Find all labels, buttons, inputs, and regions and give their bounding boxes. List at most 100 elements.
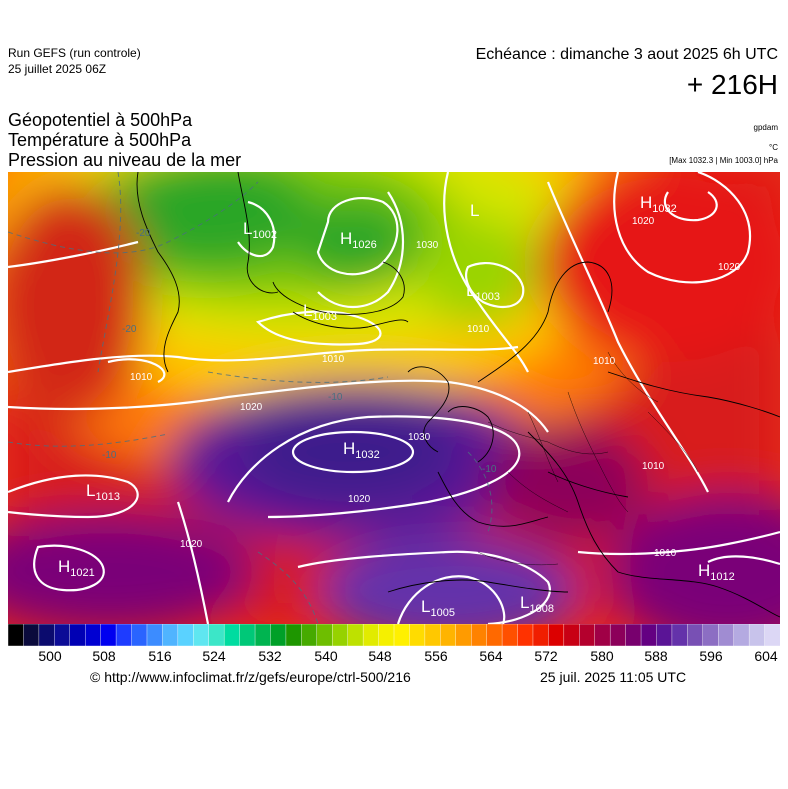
coastlines	[136, 172, 780, 618]
low-pressure-center: L1002	[243, 219, 277, 241]
colorbar-swatch	[625, 624, 642, 646]
high-pressure-center: H1026	[340, 229, 377, 251]
isotherm-value-labels: -20 -20 -10 -10 -10	[102, 228, 497, 475]
colorbar-swatch	[254, 624, 272, 646]
colorbar-swatch	[332, 624, 349, 646]
weather-map: H1026 H1032 H1032 H1021 H1012 L1002 L1003 L1003…	[8, 172, 780, 624]
isobars	[8, 172, 780, 624]
low-pressure-center: L	[470, 201, 479, 220]
colorbar-tick: 516	[148, 648, 172, 664]
colorbar-swatch	[733, 624, 750, 646]
colorbar-tick: 580	[590, 648, 614, 664]
colorbar-swatch	[239, 624, 256, 646]
colorbar-swatch	[146, 624, 164, 646]
colorbar-swatch	[115, 624, 133, 646]
colorbar-swatch	[84, 624, 102, 646]
colorbar-swatch	[640, 624, 658, 646]
colorbar-tick: 548	[368, 648, 392, 664]
colorbar-swatch	[208, 624, 225, 646]
forecast-horizon: + 216H	[686, 69, 778, 100]
colorbar-tick: 524	[202, 648, 226, 664]
colorbar-swatch	[687, 624, 704, 646]
isobar-label: 1010	[322, 354, 345, 365]
isobar-label: 1030	[408, 432, 431, 443]
pressure-centers: H1026 H1032 H1032 H1021 H1012 L1002 L1003 L1003…	[58, 193, 735, 619]
param-geopotential: Géopotentiel à 500hPa	[8, 110, 193, 130]
isotherm-label: -10	[482, 464, 497, 475]
colorbar-swatch	[23, 624, 40, 646]
isotherm-label: -10	[328, 392, 343, 403]
colorbar-swatch	[131, 624, 148, 646]
pressure-max-min: [Max 1032.3 | Min 1003.0] hPa	[669, 156, 778, 165]
colorbar-swatch	[100, 624, 117, 646]
high-pressure-center: H1032	[343, 439, 380, 461]
high-pressure-center: H1032	[640, 193, 677, 215]
isobar-label: 1030	[416, 240, 439, 251]
colorbar-swatch	[517, 624, 534, 646]
colorbar-swatch	[378, 624, 395, 646]
isobar-value-labels: 1010 1020 1030 1020 1010 1020 1010 1020 1010 1010…	[130, 216, 741, 559]
colorbar-swatch	[656, 624, 673, 646]
colorbar-swatch	[548, 624, 565, 646]
colorbar-swatch	[409, 624, 426, 646]
colorbar-tick: 532	[258, 648, 282, 664]
low-pressure-center: L1008	[520, 593, 554, 615]
isobar-label: 1020	[718, 262, 741, 273]
unit-geopotential: gpdam	[753, 123, 778, 132]
isobar-label: 1010	[642, 461, 665, 472]
colorbar-swatch	[440, 624, 457, 646]
colorbar-swatch	[301, 624, 318, 646]
isobar-label: 1010	[593, 356, 616, 367]
forecast-valid-time: Echéance : dimanche 3 aout 2025 6h UTC	[475, 46, 778, 63]
colorbar-swatch	[8, 624, 25, 646]
colorbar-swatch	[223, 624, 241, 646]
colorbar-swatch	[579, 624, 596, 646]
colorbar-swatch	[532, 624, 550, 646]
low-pressure-center: L1003	[303, 301, 337, 323]
colorbar-swatch	[424, 624, 442, 646]
colorbar-swatch	[362, 624, 380, 646]
colorbar-swatch	[609, 624, 627, 646]
colorbar-swatch	[316, 624, 333, 646]
colorbar-swatch	[285, 624, 303, 646]
colorbar-swatch	[69, 624, 86, 646]
high-pressure-center: H1021	[58, 557, 95, 579]
country-borders	[477, 351, 699, 566]
colorbar-tick: 596	[699, 648, 723, 664]
isobar-label: 1020	[240, 402, 263, 413]
colorbar-swatch	[270, 624, 287, 646]
colorbar-swatch	[718, 624, 735, 646]
low-pressure-center: L1003	[466, 281, 500, 303]
high-pressure-center: H1012	[698, 561, 735, 583]
colorbar-swatch	[38, 624, 56, 646]
colorbar-swatch	[455, 624, 472, 646]
colorbar	[8, 624, 780, 646]
colorbar-tick: 564	[479, 648, 503, 664]
colorbar-swatch	[594, 624, 611, 646]
colorbar-swatch	[486, 624, 503, 646]
colorbar-swatch	[347, 624, 364, 646]
colorbar-swatch	[671, 624, 689, 646]
isobar-label: 1010	[654, 548, 677, 559]
colorbar-tick: 508	[92, 648, 116, 664]
colorbar-tick: 500	[38, 648, 62, 664]
isotherm-label: -20	[122, 324, 137, 335]
colorbar-swatch	[702, 624, 719, 646]
low-pressure-center: L1005	[421, 597, 455, 619]
param-temperature: Température à 500hPa	[8, 130, 192, 150]
isobar-label: 1020	[348, 494, 371, 505]
isotherm-label: -20	[136, 228, 151, 239]
isobar-label: 1010	[467, 324, 490, 335]
colorbar-tick: 556	[424, 648, 448, 664]
isobar-label: 1010	[130, 372, 153, 383]
colorbar-swatch	[748, 624, 766, 646]
colorbar-tick: 540	[314, 648, 338, 664]
colorbar-swatch	[162, 624, 179, 646]
colorbar-swatch	[193, 624, 210, 646]
colorbar-tick: 588	[644, 648, 668, 664]
param-sea-level-pressure: Pression au niveau de la mer	[8, 150, 242, 170]
colorbar-swatch	[471, 624, 488, 646]
low-pressure-center: L1013	[86, 481, 120, 503]
colorbar-swatch	[54, 624, 71, 646]
unit-temperature: °C	[769, 143, 778, 152]
